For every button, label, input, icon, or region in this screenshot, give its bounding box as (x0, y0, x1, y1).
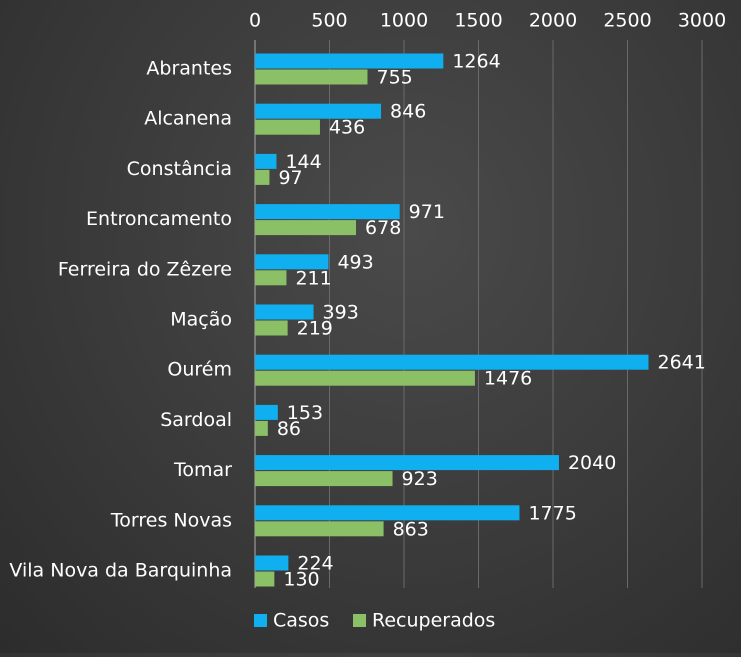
legend-label-recuperados: Recuperados (372, 610, 495, 632)
x-tick-label-0: 0 (249, 10, 261, 32)
category-labels: Abrantes Alcanena Constância Entroncamento F… (9, 58, 232, 582)
bar-casos-ourem (255, 354, 649, 370)
x-tick-label-1500: 1500 (454, 10, 502, 32)
bar-recuperados-macao (255, 320, 288, 336)
bar-casos-torres-novas (255, 505, 520, 521)
bar-casos-ferreira-do-zezere (255, 254, 329, 270)
x-tick-label-2000: 2000 (529, 10, 577, 32)
data-label-casos-tomar: 2040 (568, 452, 616, 474)
data-label-recuperados-alcanena: 436 (329, 117, 365, 139)
legend-swatch-casos (254, 614, 267, 627)
category-label-ourem: Ourém (167, 359, 232, 381)
bar-recuperados-vila-nova-da-barquinha (255, 571, 275, 587)
x-tick-label-500: 500 (311, 10, 347, 32)
legend: Casos Recuperados (254, 610, 495, 632)
data-label-recuperados-abrantes: 755 (376, 67, 412, 89)
bar-casos-vila-nova-da-barquinha (255, 555, 289, 571)
bar-casos-entroncamento (255, 204, 400, 220)
category-label-constancia: Constância (127, 158, 232, 180)
data-label-casos-sardoal: 153 (287, 402, 323, 424)
data-label-recuperados-entroncamento: 678 (365, 217, 401, 239)
bar-recuperados-entroncamento (255, 220, 357, 236)
data-label-recuperados-sardoal: 86 (277, 418, 301, 440)
bar-casos-sardoal (255, 404, 278, 420)
data-label-recuperados-constancia: 97 (278, 167, 302, 189)
data-label-casos-constancia: 144 (285, 151, 321, 173)
category-label-torres-novas: Torres Novas (110, 509, 232, 531)
bar-recuperados-ourem (255, 370, 475, 386)
bar-recuperados-sardoal (255, 420, 268, 436)
data-label-casos-torres-novas: 1775 (528, 502, 576, 524)
category-label-alcanena: Alcanena (144, 108, 232, 130)
x-tick-label-1000: 1000 (380, 10, 428, 32)
bar-casos-abrantes (255, 53, 444, 69)
bar-recuperados-tomar (255, 471, 393, 487)
data-label-recuperados-ourem: 1476 (484, 368, 532, 390)
legend-label-casos: Casos (273, 610, 329, 632)
category-label-ferreira-do-zezere: Ferreira do Zêzere (58, 258, 232, 280)
bar-casos-constancia (255, 153, 277, 169)
bar-recuperados-alcanena (255, 119, 320, 135)
data-label-casos-abrantes: 1264 (452, 51, 500, 73)
category-label-entroncamento: Entroncamento (86, 208, 232, 230)
data-label-recuperados-ferreira-do-zezere: 211 (295, 267, 331, 289)
data-label-casos-ourem: 2641 (658, 352, 706, 374)
bar-recuperados-torres-novas (255, 521, 384, 537)
bar-casos-macao (255, 304, 314, 320)
data-label-casos-vila-nova-da-barquinha: 224 (297, 553, 333, 575)
bar-casos-alcanena (255, 103, 382, 119)
category-label-abrantes: Abrantes (146, 58, 232, 80)
legend-swatch-recuperados (353, 614, 366, 627)
bar-recuperados-constancia (255, 169, 270, 185)
x-axis-ticks: 0 500 1000 1500 2000 2500 3000 (249, 10, 726, 32)
data-label-casos-entroncamento: 971 (409, 201, 445, 223)
bars-layer (255, 53, 649, 587)
category-label-sardoal: Sardoal (160, 409, 232, 431)
bar-casos-tomar (255, 455, 559, 471)
x-tick-label-2500: 2500 (603, 10, 651, 32)
data-label-casos-ferreira-do-zezere: 493 (337, 251, 373, 273)
category-label-vila-nova-da-barquinha: Vila Nova da Barquinha (9, 560, 232, 582)
x-tick-label-3000: 3000 (678, 10, 726, 32)
bar-recuperados-abrantes (255, 69, 368, 85)
data-label-recuperados-vila-nova-da-barquinha: 130 (283, 569, 319, 591)
category-label-tomar: Tomar (173, 459, 232, 481)
data-label-recuperados-tomar: 923 (402, 468, 438, 490)
category-label-macao: Mação (170, 309, 232, 331)
bar-recuperados-ferreira-do-zezere (255, 270, 287, 286)
data-label-casos-macao: 393 (323, 302, 359, 324)
data-label-recuperados-torres-novas: 863 (393, 518, 429, 540)
data-label-recuperados-macao: 219 (297, 318, 333, 340)
data-label-casos-alcanena: 846 (390, 101, 426, 123)
